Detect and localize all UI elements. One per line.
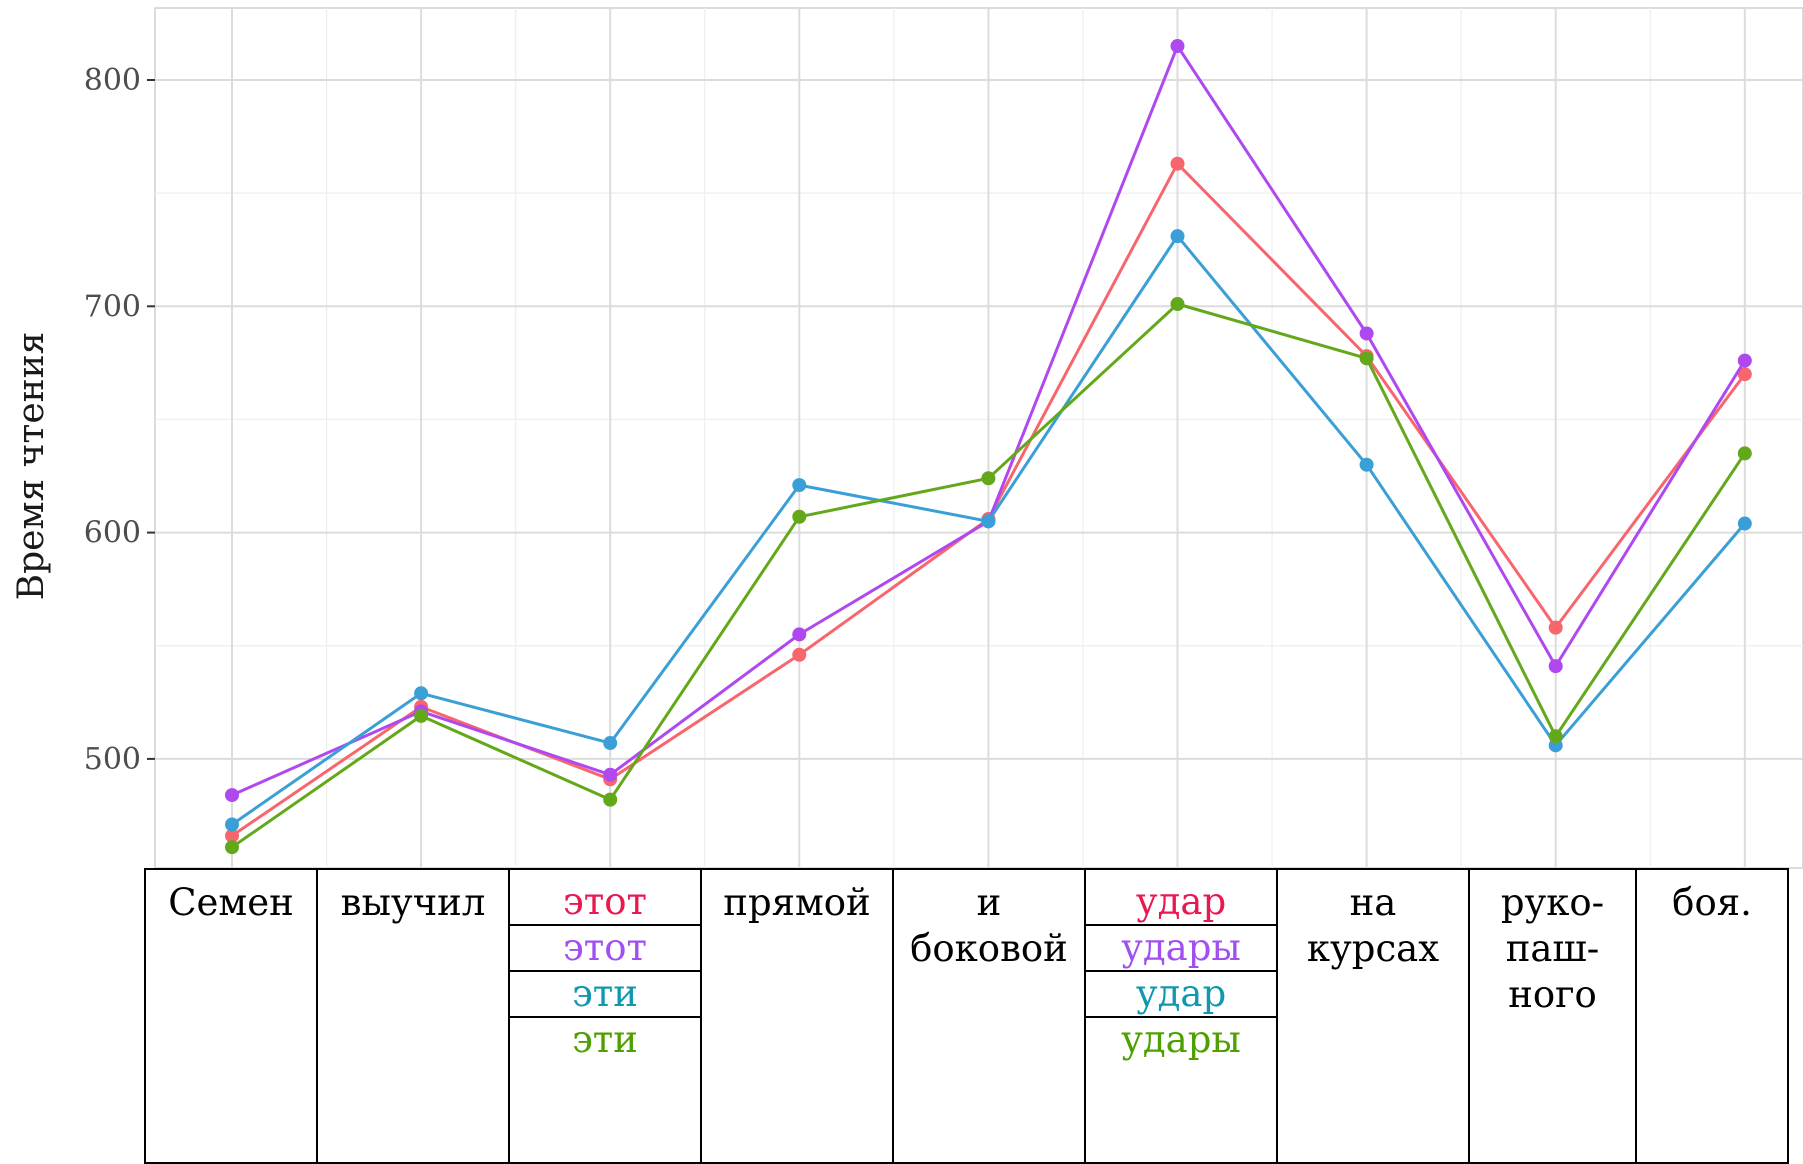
word-cell: на курсах <box>1276 868 1470 1164</box>
data-point <box>225 817 239 832</box>
data-point <box>1548 659 1563 674</box>
word-cell: и боковой <box>892 868 1086 1164</box>
data-point <box>792 478 807 493</box>
grid <box>154 7 1803 869</box>
data-point <box>1170 156 1185 171</box>
data-point <box>1359 351 1374 366</box>
plot-panel <box>154 7 1803 869</box>
data-point <box>603 792 618 807</box>
data-point <box>981 514 996 529</box>
word-cell: удар удары удар удары <box>1084 868 1278 1164</box>
sentence-table: Семен выучил этот этот эти эти прямой и боковой у… <box>144 868 1789 1164</box>
data-point <box>1737 353 1752 368</box>
data-point <box>1170 229 1185 244</box>
data-point <box>414 686 429 701</box>
data-point <box>1170 39 1185 54</box>
y-tick-label: 500 <box>84 742 141 777</box>
word-text: Семен <box>168 881 294 924</box>
word-variant: эти <box>572 1018 638 1061</box>
sentence-row: Семен выучил этот этот эти эти прямой и боковой у… <box>144 868 1789 1164</box>
series-lines <box>225 39 1752 855</box>
data-point <box>1737 446 1752 461</box>
data-point <box>603 767 618 782</box>
word-variant: этот <box>510 926 700 972</box>
data-point <box>1359 326 1374 341</box>
word-cell: руко-паш-ного <box>1468 868 1637 1164</box>
data-point <box>1548 620 1563 635</box>
word-text: руко- <box>1500 881 1605 924</box>
word-text: курсах <box>1306 927 1440 970</box>
data-point <box>414 708 429 723</box>
word-text: ного <box>1508 973 1597 1016</box>
word-text: паш- <box>1505 927 1600 970</box>
word-cell: выучил <box>316 868 510 1164</box>
data-point <box>225 828 239 843</box>
word-variant: удары <box>1086 926 1276 972</box>
word-text: выучил <box>340 881 486 924</box>
data-point <box>1737 367 1752 382</box>
data-point <box>792 627 807 642</box>
word-variant: удар <box>1086 870 1276 926</box>
data-point <box>603 736 618 751</box>
data-point <box>225 788 239 803</box>
data-point <box>225 840 239 855</box>
word-cell: боя. <box>1635 868 1789 1164</box>
word-cell: Семен <box>144 868 318 1164</box>
word-variants: этот этот эти эти <box>510 870 700 1066</box>
word-variant: удар <box>1086 972 1276 1018</box>
data-point <box>1548 729 1563 744</box>
y-tick-label: 800 <box>84 63 141 98</box>
word-variant: этот <box>510 870 700 926</box>
data-point <box>792 509 807 524</box>
y-axis-title: Время чтения <box>11 332 52 601</box>
word-cell: прямой <box>700 868 894 1164</box>
word-variant: эти <box>510 972 700 1018</box>
word-text: на <box>1349 881 1397 924</box>
word-variant: удары <box>1121 1018 1241 1061</box>
data-point <box>981 471 996 486</box>
word-cell: этот этот эти эти <box>508 868 702 1164</box>
word-text: боковой <box>910 927 1068 970</box>
word-text: и <box>976 881 1002 924</box>
data-point <box>1170 297 1185 312</box>
word-variants: удар удары удар удары <box>1086 870 1276 1066</box>
word-text: боя. <box>1672 881 1752 924</box>
y-tick-label: 700 <box>84 289 141 324</box>
word-text: прямой <box>723 881 871 924</box>
y-tick-label: 600 <box>84 516 141 551</box>
y-axis: 500 600 700 800 <box>84 63 155 777</box>
data-point <box>1737 516 1752 531</box>
data-point <box>792 647 807 662</box>
data-point <box>1359 457 1374 472</box>
